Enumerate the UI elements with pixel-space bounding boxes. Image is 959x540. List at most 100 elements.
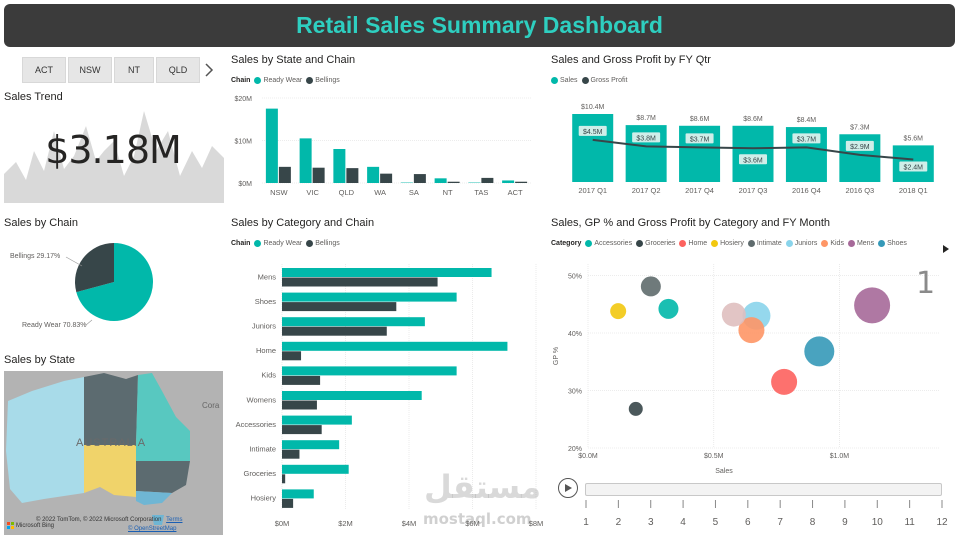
legend-item-intimate[interactable]: Intimate [747,240,782,247]
pie-label-ready-wear: Ready Wear 70.83% [22,322,87,329]
bubble-accessories[interactable] [658,298,679,319]
x-tick-label: $4M [402,519,417,528]
legend-item-groceries[interactable]: Groceries [636,240,675,247]
legend-item-home[interactable]: Home [679,240,707,247]
legend-scroll-right-icon[interactable] [943,240,949,253]
scatter-title: Sales, GP % and Gross Profit by Category… [551,217,831,229]
bubble-mens[interactable] [854,287,891,324]
bar-ready-wear[interactable] [434,178,447,183]
bar-bellings[interactable] [515,181,528,183]
bubble-kids[interactable] [738,317,765,344]
state-map[interactable]: AUSTRALIA Cora © 2022 TomTom, © 2022 Mic… [4,371,223,535]
legend-item-ready-wear[interactable]: Ready Wear [254,77,302,84]
legend-item-shoes[interactable]: Shoes [878,240,907,247]
legend-label: Category [551,240,582,247]
legend-item-gross-profit[interactable]: Gross Profit [581,77,627,84]
play-axis-track[interactable] [585,483,942,496]
bar-bellings[interactable] [447,181,460,183]
scatter-chart[interactable]: 50% 40% 30% 20%$0.0M $0.5M $1.0M Sales GP % [548,256,948,478]
bar-bellings[interactable] [380,173,393,183]
bubble-home[interactable] [771,368,798,395]
play-button[interactable] [558,478,578,498]
legend-item-hosiery[interactable]: Hosiery [711,240,744,247]
bar-bellings[interactable] [282,425,322,435]
bar-bellings[interactable] [282,277,438,287]
bar-bellings[interactable] [413,174,426,183]
bar-bellings[interactable] [282,326,387,336]
bar-ready-wear[interactable] [282,366,457,376]
bar-ready-wear[interactable] [282,268,492,277]
bubble-shoes[interactable] [804,336,835,367]
bar-bellings[interactable] [282,449,300,459]
bar-sales[interactable] [572,114,614,182]
bar-bellings[interactable] [312,167,325,183]
bar-ready-wear[interactable] [282,341,508,351]
bar-ready-wear[interactable] [502,180,515,183]
bar-ready-wear[interactable] [265,108,278,183]
bar-ready-wear[interactable] [282,317,425,327]
legend-item-kids[interactable]: Kids [821,240,844,247]
state-chain-chart[interactable]: $20M $10M $0M NSW VIC QLD WA SA NT TAS ACT [228,90,538,200]
legend-dot [585,240,593,247]
bing-brand: Microsoft Bing [16,522,55,529]
legend-text: Kids [830,240,844,247]
bar-ready-wear[interactable] [333,149,346,183]
bar-ready-wear[interactable] [282,464,349,474]
slicer-item-nsw[interactable]: NSW [68,57,112,83]
bar-sales[interactable] [732,125,774,182]
bubble-hosiery[interactable] [610,303,627,320]
legend-item-mens[interactable]: Mens [847,240,874,247]
bar-ready-wear[interactable] [282,440,340,450]
bar-bellings[interactable] [282,302,397,312]
bar-ready-wear[interactable] [299,138,312,183]
bar-ready-wear[interactable] [367,166,380,183]
legend-item-juniors[interactable]: Juniors [785,240,817,247]
pie-slice-ready-wear[interactable] [76,243,153,321]
bubble-groceries[interactable] [628,401,643,416]
bar-bellings[interactable] [278,166,291,183]
slicer-item-nt[interactable]: NT [114,57,154,83]
bar-bellings[interactable] [346,168,359,183]
x-tick-label: $0.5M [704,453,724,460]
bar-bellings[interactable] [282,375,321,385]
y-tick-label: Intimate [249,445,276,454]
sales-by-chain-pie[interactable] [4,232,224,342]
bar-ready-wear[interactable] [282,391,422,400]
legend-item-bellings[interactable]: Bellings [306,77,340,84]
x-tick-label: 2017 Q2 [632,186,661,195]
bar-ready-wear[interactable] [282,489,314,499]
bar-bellings[interactable] [282,351,302,361]
bubble-intimate[interactable] [640,276,661,297]
legend-item-sales[interactable]: Sales [551,77,578,84]
bar-bellings[interactable] [282,474,286,484]
bar-ready-wear[interactable] [282,292,457,302]
play-axis-label: 9 [842,517,848,528]
data-label-sales: $10.4M [581,104,605,111]
bar-ready-wear[interactable] [282,415,352,425]
sales-trend-area[interactable] [4,106,224,203]
sales-trend-title: Sales Trend [4,91,63,103]
x-tick-label: $0M [275,519,290,528]
qtr-chart[interactable]: $10.4M 2017 Q1 $8.7M 2017 Q2 $8.6M 2017 Q4 $8.… [548,92,948,204]
legend-item-bellings[interactable]: Bellings [306,240,340,247]
bar-bellings[interactable] [282,498,294,508]
x-tick-label: VIC [306,188,319,197]
map-terms-link[interactable]: Terms [166,517,183,523]
legend-item-ready-wear[interactable]: Ready Wear [254,240,302,247]
play-axis-label: 4 [680,517,686,528]
bar-bellings[interactable] [481,177,494,183]
legend-item-accessories[interactable]: Accessories [585,240,632,247]
map-osm-link[interactable]: © OpenStreetMap [128,526,177,532]
x-tick-label: 2018 Q1 [899,186,928,195]
state-sa [84,445,136,497]
category-chain-chart[interactable]: $0M $2M $4M $6M $8M Mens Shoes Juniors Home Kids W… [228,258,546,538]
bar-bellings[interactable] [282,400,317,410]
map-country-label: AUSTRALIA [76,437,147,449]
slicer-item-act[interactable]: ACT [22,57,66,83]
play-axis-label: 6 [745,517,751,528]
chevron-right-icon[interactable] [203,62,215,78]
slicer-item-qld[interactable]: QLD [156,57,200,83]
pie-slice-bellings[interactable] [75,243,114,293]
bubble-womens[interactable] [721,302,746,327]
legend-dot [847,240,855,247]
